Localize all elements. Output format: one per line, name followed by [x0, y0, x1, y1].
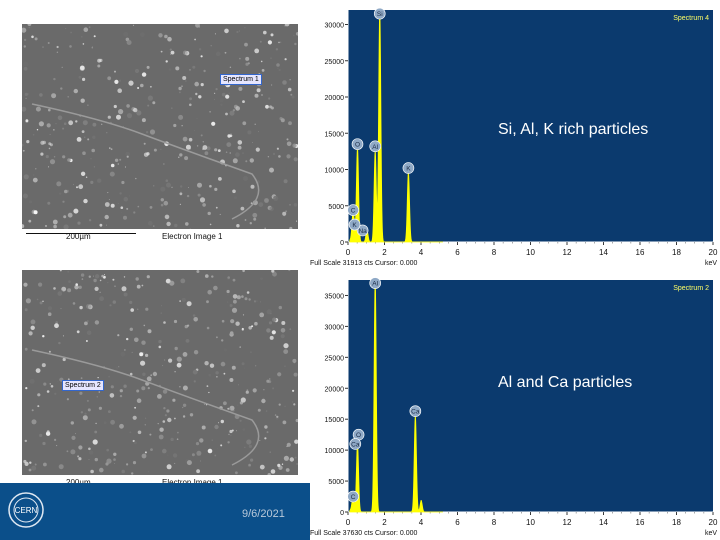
plot-area [348, 280, 713, 512]
detector-text-2: Electron Image 1 [162, 478, 222, 487]
peak-label: K [402, 162, 415, 174]
peak-label-text: O [355, 142, 360, 149]
y-tick-label: 20000 [325, 95, 345, 102]
y-tick-label: 20000 [325, 386, 345, 393]
caption-bottom: Al and Ca particles [498, 374, 633, 391]
spectrum-chart-2: 0 5000 10000 15000 20000 25000 30000 35000 0 2 4 6 8… [308, 276, 720, 540]
scale-bar-text-1: 200µm [66, 232, 91, 241]
x-tick-label: 8 [492, 248, 497, 257]
peak-label: K [348, 218, 361, 231]
x-tick-label: 12 [563, 248, 572, 257]
sem-texture-2 [22, 270, 298, 475]
peak-label: Si [373, 7, 386, 20]
sem-fiber [31, 349, 260, 466]
peak-label-text: O [356, 432, 361, 439]
x-tick-label: 16 [636, 518, 645, 527]
y-tick-label: 35000 [325, 293, 345, 300]
chart-footer-text: Full Scale 31913 cts Cursor: 0.000 [310, 260, 417, 267]
x-tick-label: 4 [419, 518, 424, 527]
x-tick-label: 18 [672, 248, 681, 257]
scale-bar-text-2: 200µm [66, 478, 91, 487]
sem-texture-1 [22, 24, 298, 229]
footer-bar [0, 483, 310, 540]
sem-image-1: Spectrum 1 [22, 24, 298, 229]
x-tick-label: 8 [492, 518, 497, 527]
x-tick-label: 6 [455, 248, 460, 257]
peak-label-text: Na [358, 228, 367, 235]
spectrum-chart-1: 0 5000 10000 15000 20000 25000 30000 0 2 4 6 8 10 12 1… [308, 6, 720, 270]
spectrum-line [349, 279, 443, 513]
sem-image-2: Spectrum 2 [22, 270, 298, 475]
spectrum-label-1: Spectrum 1 [220, 74, 262, 85]
x-tick-label: 2 [382, 248, 387, 257]
cern-logo: CERN [8, 492, 44, 528]
x-tick-label: 18 [672, 518, 681, 527]
x-tick-label: 0 [346, 518, 351, 527]
spectrum-label-2: Spectrum 2 [62, 380, 104, 391]
chart-title: Spectrum 2 [673, 285, 709, 292]
cern-logo-text: CERN [15, 506, 38, 515]
peak-label-text: Al [372, 144, 378, 151]
peak-label-text: K [406, 166, 411, 173]
peak-label: Al [369, 140, 381, 153]
sem-fiber [31, 103, 260, 220]
peak-label-text: Ca [351, 441, 360, 448]
chart-title: Spectrum 4 [673, 15, 709, 22]
x-tick-label: 20 [709, 518, 718, 527]
x-axis-label: keV [705, 260, 717, 267]
peak-label-text: Ca [411, 409, 420, 416]
peak-label: Ca [409, 405, 422, 417]
detector-text-1: Electron Image 1 [162, 232, 223, 241]
x-tick-label: 4 [419, 248, 424, 257]
peak-label: C [347, 490, 359, 503]
peak-point [420, 500, 422, 502]
y-tick-label: 25000 [325, 355, 345, 362]
x-tick-label: 10 [526, 248, 535, 257]
x-tick-label: 14 [599, 248, 608, 257]
y-tick-label: 15000 [325, 131, 345, 138]
x-tick-label: 20 [709, 248, 718, 257]
chart-footer-text: Full Scale 37630 cts Cursor: 0.000 [310, 530, 417, 537]
peak-label-text: K [352, 222, 357, 229]
peak-label: Ca [349, 438, 362, 450]
y-tick-label: 15000 [325, 417, 345, 424]
peak-label-text: C [351, 494, 356, 501]
x-tick-label: 16 [636, 248, 645, 257]
x-tick-label: 0 [346, 248, 351, 257]
peak-label-text: C [351, 208, 356, 215]
x-axis-label: keV [705, 530, 717, 537]
x-tick-label: 10 [526, 518, 535, 527]
peak-label: O [351, 138, 364, 150]
y-tick-label: 30000 [325, 324, 345, 331]
x-tick-label: 2 [382, 518, 387, 527]
x-tick-label: 6 [455, 518, 460, 527]
footer-date: 9/6/2021 [242, 508, 285, 520]
y-tick-label: 5000 [328, 204, 344, 211]
scale-bar-1 [26, 233, 136, 234]
caption-top: Si, Al, K rich particles [498, 121, 649, 138]
y-tick-label: 0 [340, 510, 344, 517]
y-tick-label: 10000 [325, 168, 345, 175]
y-tick-label: 10000 [325, 448, 345, 455]
y-tick-label: 30000 [325, 23, 345, 30]
peak-label: C [347, 204, 359, 216]
y-tick-label: 5000 [328, 479, 344, 486]
x-tick-label: 12 [563, 518, 572, 527]
x-tick-label: 14 [599, 518, 608, 527]
peak-label-text: Si [377, 11, 383, 18]
peak-label-text: Al [372, 281, 378, 288]
peak-label: Al [369, 277, 381, 289]
y-tick-label: 25000 [325, 59, 345, 66]
y-tick-label: 0 [340, 240, 344, 247]
spectrum-line [349, 10, 443, 243]
peak-label: Na [356, 224, 369, 237]
